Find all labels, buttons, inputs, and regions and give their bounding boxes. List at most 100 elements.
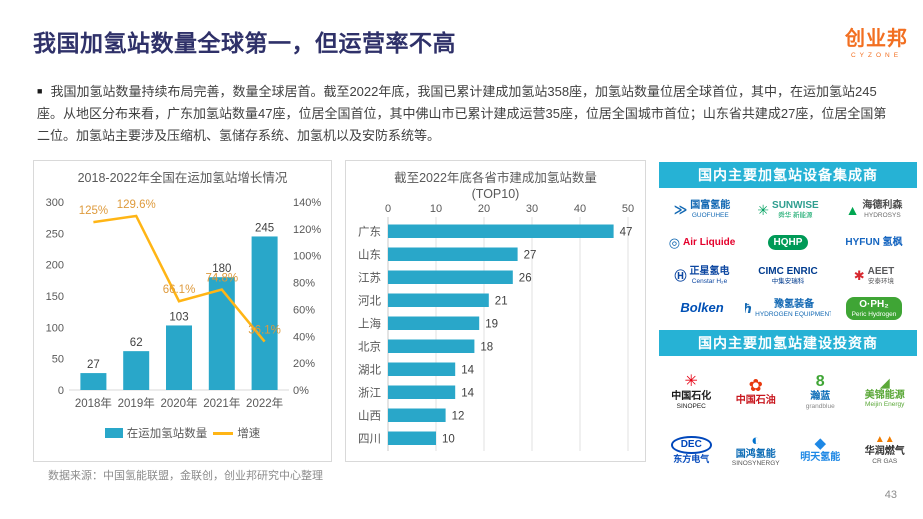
bar-山东 bbox=[388, 247, 518, 261]
bar-山西 bbox=[388, 408, 446, 422]
svg-text:40: 40 bbox=[574, 203, 586, 215]
svg-text:浙江: 浙江 bbox=[358, 387, 381, 400]
svg-text:山西: 山西 bbox=[358, 410, 381, 423]
svg-text:四川: 四川 bbox=[358, 433, 381, 446]
svg-text:140%: 140% bbox=[293, 197, 321, 209]
growth-line bbox=[93, 214, 266, 343]
logo-label: Bolken bbox=[680, 300, 724, 316]
logo-yuqing: ℏ 豫氢装备 HYDROGEN EQUIPMENT bbox=[745, 292, 831, 325]
legend-item-bars: 在运加氢站数量 bbox=[104, 425, 207, 441]
logo-mingtian: ◆ 明天氢能 bbox=[788, 421, 853, 479]
svg-text:江苏: 江苏 bbox=[358, 272, 381, 285]
logo-text: DEC 东方电气 bbox=[670, 436, 712, 464]
logo-text: HYFUN 氢枫 bbox=[845, 237, 902, 249]
logo-hqhp: HQHP bbox=[745, 226, 831, 259]
logo-label: 美锦能源 bbox=[864, 389, 905, 401]
logo-label: O·PH₂ bbox=[859, 299, 889, 311]
svg-text:27: 27 bbox=[87, 359, 100, 371]
logo-label: 豫氢装备 bbox=[774, 299, 815, 311]
logo-text: 美锦能源 Meijin Energy bbox=[865, 390, 905, 409]
cyzone-logo: 创业邦 CYZONE bbox=[845, 22, 908, 59]
svg-text:120%: 120% bbox=[293, 224, 321, 236]
logo-text: O·PH₂ Peric Hydrogen bbox=[845, 297, 903, 320]
logo-text: 国富氢能 GUOFUHEE bbox=[690, 200, 730, 219]
bar-2022年 bbox=[251, 236, 278, 390]
svg-text:50: 50 bbox=[622, 203, 634, 215]
growth-combo-chart: 0 50 100 150 200 250 300 0% 20% 40% 60% 80% 100% 120%… bbox=[46, 197, 322, 410]
svg-text:0: 0 bbox=[385, 203, 391, 215]
logo-sublabel: HYDROGEN EQUIPMENT bbox=[755, 310, 831, 318]
sinopec-icon: ✳ bbox=[684, 373, 698, 391]
logo-guofuhee: ≫ 国富氢能 GUOFUHEE bbox=[659, 193, 745, 226]
svg-text:100: 100 bbox=[46, 322, 64, 334]
logo-grandblue: 8 瀚蓝 grandblue bbox=[788, 363, 853, 421]
line-swatch-icon bbox=[213, 431, 234, 435]
logo-label: HYFUN 氢枫 bbox=[845, 236, 903, 248]
investors-logo-grid: ✳ 中国石化 SINOPEC ✿ 中国石油 8 瀚蓝 grandblue ◢ 美锦能源 Meijin… bbox=[659, 363, 917, 479]
logo-label: 明天氢能 bbox=[800, 452, 841, 464]
logo-text: SUNWISE 舜华 新能源 bbox=[772, 200, 819, 219]
integrators-logo-grid: ≫ 国富氢能 GUOFUHEE ✳ SUNWISE 舜华 新能源 ▲ 海德利森 HYDROSYS… bbox=[659, 193, 917, 325]
svg-text:2021年: 2021年 bbox=[203, 396, 240, 410]
bar-江苏 bbox=[388, 270, 513, 284]
bar-上海 bbox=[388, 316, 480, 330]
logo-dec: DEC 东方电气 bbox=[659, 421, 724, 479]
growth-chart-panel: 2018-2022年全国在运加氢站增长情况 0 50 100 150 200 250 300… bbox=[33, 160, 332, 462]
logo-text: 中国石油 bbox=[736, 395, 776, 407]
svg-text:山东: 山东 bbox=[358, 249, 381, 262]
logo-text: 海德利森 HYDROSYS bbox=[862, 200, 902, 219]
province-bar-chart: 0 10 20 30 40 50 广东 47 山东 27 江苏 26 河北 21 上海 19 北京 18 湖北 14 浙… bbox=[358, 203, 634, 451]
svg-text:30: 30 bbox=[526, 203, 538, 215]
svg-text:10: 10 bbox=[430, 203, 442, 215]
svg-text:12: 12 bbox=[452, 411, 465, 423]
logo-sublabel: HYDROSYS bbox=[864, 211, 901, 219]
svg-text:0%: 0% bbox=[293, 385, 309, 397]
logo-text: 明天氢能 bbox=[800, 452, 840, 464]
logo-text: HQHP bbox=[767, 234, 809, 251]
svg-text:2020年: 2020年 bbox=[160, 396, 197, 410]
svg-text:250: 250 bbox=[46, 228, 64, 240]
logo-label: SUNWISE bbox=[772, 200, 819, 212]
logo-aeet: ✱ AEET 安泰环境 bbox=[831, 259, 917, 292]
logo-label: 国鸿氢能 bbox=[735, 448, 776, 460]
logo-label: 中国石油 bbox=[735, 395, 776, 407]
logo-sunwise: ✳ SUNWISE 舜华 新能源 bbox=[745, 193, 831, 226]
svg-text:河北: 河北 bbox=[358, 295, 381, 308]
logo-hydrosys: ▲ 海德利森 HYDROSYS bbox=[831, 193, 917, 226]
logo-label: AEET bbox=[867, 266, 895, 278]
svg-text:2022年: 2022年 bbox=[246, 396, 283, 410]
logo-sublabel: CR GAS bbox=[872, 457, 898, 465]
grandblue-icon: 8 bbox=[815, 373, 825, 391]
sunwise-icon: ✳ bbox=[757, 201, 770, 218]
svg-text:150: 150 bbox=[46, 291, 64, 303]
logo-sublabel: Peric Hydrogen bbox=[851, 310, 897, 318]
logo-sinosynergy: ◐ 国鸿氢能 SINOSYNERGY bbox=[724, 421, 789, 479]
intro-paragraph: ■ 我国加氢站数量持续布局完善，数量全球居首。截至2022年底，我国已累计建成加氢… bbox=[37, 80, 887, 147]
logo-text: 国鸿氢能 SINOSYNERGY bbox=[732, 449, 780, 468]
cyzone-logo-subtext: CYZONE bbox=[850, 52, 903, 59]
svg-text:60%: 60% bbox=[293, 304, 315, 316]
logo-text: 豫氢装备 HYDROGEN EQUIPMENT bbox=[755, 299, 831, 318]
page-title: 我国加氢站数量全球第一，但运营率不高 bbox=[33, 30, 456, 56]
hydrosys-icon: ▲ bbox=[845, 201, 860, 218]
svg-text:36.1%: 36.1% bbox=[248, 325, 281, 337]
bar-2018年 bbox=[80, 373, 107, 390]
logo-sublabel: 东方电气 bbox=[673, 453, 710, 464]
logo-text: 华润燃气 CR GAS bbox=[865, 446, 905, 465]
content-row: 2018-2022年全国在运加氢站增长情况 0 50 100 150 200 250 300… bbox=[33, 160, 917, 479]
growth-chart-legend: 在运加氢站数量 增速 bbox=[34, 425, 331, 441]
data-source-note: 数据来源：中国氢能联盟，金联创，创业邦研究中心整理 bbox=[48, 470, 323, 482]
province-chart-subtitle: (TOP10) bbox=[471, 187, 520, 201]
logo-sublabel: Meijin Energy bbox=[865, 401, 905, 409]
logo-sublabel: 安泰环境 bbox=[867, 277, 894, 285]
svg-text:300: 300 bbox=[46, 197, 64, 209]
logo-label: 华润燃气 bbox=[864, 446, 905, 458]
growth-chart-title: 2018-2022年全国在运加氢站增长情况 bbox=[77, 171, 288, 185]
integrators-header: 国内主要加氢站设备集成商 bbox=[659, 162, 917, 188]
logo-label: 海德利森 bbox=[862, 200, 903, 212]
logo-bolken: Bolken bbox=[659, 292, 745, 325]
censtar-icon: Ⓗ bbox=[674, 268, 687, 283]
cyzone-logo-text: 创业邦 bbox=[845, 28, 908, 50]
svg-text:19: 19 bbox=[485, 319, 498, 331]
svg-text:180: 180 bbox=[212, 263, 231, 275]
